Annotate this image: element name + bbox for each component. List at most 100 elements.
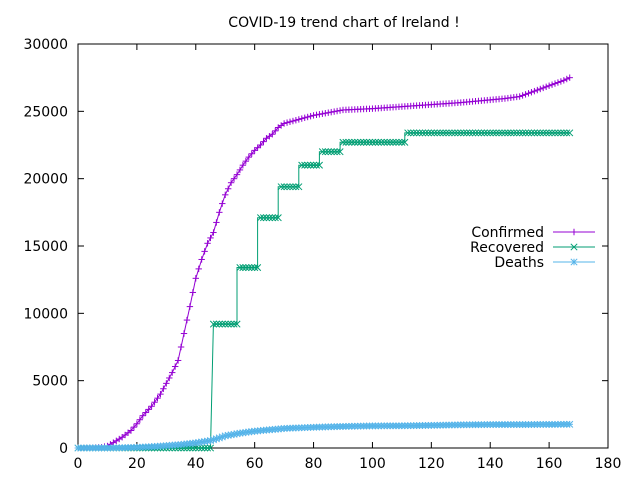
data-point-confirmed bbox=[189, 289, 197, 296]
data-point-recovered bbox=[551, 129, 559, 137]
legend-marker-confirmed bbox=[570, 228, 578, 236]
data-point-confirmed bbox=[227, 179, 235, 186]
data-point-confirmed bbox=[528, 89, 535, 96]
data-point-recovered bbox=[330, 148, 338, 156]
data-point-recovered bbox=[310, 161, 318, 169]
data-point-confirmed bbox=[186, 303, 194, 310]
data-point-recovered bbox=[516, 129, 524, 137]
data-point-recovered bbox=[365, 138, 374, 146]
chart-title: COVID-19 trend chart of Ireland ! bbox=[228, 15, 459, 31]
data-point-recovered bbox=[277, 183, 285, 191]
y-tick-label: 10000 bbox=[23, 306, 68, 322]
x-tick-label: 80 bbox=[305, 456, 323, 472]
data-point-recovered bbox=[510, 129, 518, 137]
data-point-recovered bbox=[539, 129, 547, 137]
data-point-confirmed bbox=[180, 330, 188, 337]
data-point-confirmed bbox=[286, 118, 294, 126]
x-tick-label: 140 bbox=[477, 456, 504, 472]
data-point-confirmed bbox=[330, 108, 338, 115]
data-point-recovered bbox=[327, 148, 335, 156]
data-point-confirmed bbox=[245, 153, 252, 161]
data-point-recovered bbox=[230, 320, 238, 328]
data-point-recovered bbox=[536, 129, 544, 137]
data-point-recovered bbox=[413, 129, 421, 137]
data-point-recovered bbox=[218, 320, 226, 328]
data-point-recovered bbox=[342, 138, 350, 146]
data-point-confirmed bbox=[142, 409, 149, 416]
data-point-recovered bbox=[395, 138, 403, 146]
data-point-recovered bbox=[215, 320, 223, 328]
series-plot-area bbox=[74, 74, 574, 452]
data-point-confirmed bbox=[257, 141, 264, 149]
data-point-recovered bbox=[357, 138, 365, 146]
data-point-recovered bbox=[248, 263, 256, 272]
data-point-recovered bbox=[304, 161, 312, 169]
data-point-confirmed bbox=[537, 85, 544, 93]
data-point-confirmed bbox=[333, 107, 341, 115]
data-point-confirmed bbox=[201, 248, 208, 255]
data-point-recovered bbox=[427, 129, 435, 137]
series-line-recovered bbox=[78, 132, 570, 449]
data-point-confirmed bbox=[525, 90, 532, 97]
data-point-confirmed bbox=[239, 162, 247, 169]
series-recovered bbox=[74, 129, 574, 452]
data-point-recovered bbox=[312, 161, 321, 169]
data-point-recovered bbox=[354, 138, 362, 146]
data-point-confirmed bbox=[304, 113, 311, 121]
data-point-recovered bbox=[492, 129, 500, 137]
data-point-confirmed bbox=[230, 175, 238, 182]
data-point-recovered bbox=[315, 161, 323, 169]
data-point-confirmed bbox=[557, 78, 565, 85]
data-point-confirmed bbox=[210, 229, 217, 236]
data-point-recovered bbox=[195, 444, 203, 452]
data-point-confirmed bbox=[171, 363, 179, 370]
data-point-confirmed bbox=[248, 150, 255, 157]
data-point-recovered bbox=[192, 444, 200, 452]
data-point-recovered bbox=[463, 129, 471, 137]
data-point-confirmed bbox=[554, 79, 562, 86]
data-point-confirmed bbox=[307, 112, 314, 120]
data-point-confirmed bbox=[222, 191, 229, 199]
data-point-recovered bbox=[209, 320, 217, 328]
data-point-recovered bbox=[371, 138, 379, 146]
x-tick-label: 20 bbox=[128, 456, 146, 472]
legend-label-confirmed: Confirmed bbox=[471, 225, 544, 241]
y-tick-label: 30000 bbox=[23, 37, 68, 53]
data-point-recovered bbox=[404, 129, 412, 137]
data-point-confirmed bbox=[177, 343, 185, 351]
data-point-confirmed bbox=[540, 84, 547, 92]
data-point-recovered bbox=[407, 129, 415, 137]
data-point-recovered bbox=[221, 320, 229, 328]
axes: 0 20 40 60 80 100 120 140 160 180 0 5000 10000 15000 2… bbox=[23, 37, 621, 472]
data-point-recovered bbox=[548, 129, 556, 137]
data-point-recovered bbox=[418, 129, 427, 137]
data-point-confirmed bbox=[310, 112, 317, 119]
data-point-recovered bbox=[301, 161, 309, 169]
data-point-confirmed bbox=[560, 77, 568, 84]
data-point-recovered bbox=[245, 263, 253, 272]
data-point-confirmed bbox=[154, 394, 161, 402]
data-point-recovered bbox=[519, 129, 527, 137]
data-point-recovered bbox=[507, 129, 515, 137]
x-tick-label: 0 bbox=[74, 456, 83, 472]
data-point-recovered bbox=[474, 129, 482, 137]
data-point-recovered bbox=[254, 263, 262, 272]
data-point-recovered bbox=[201, 444, 209, 452]
data-point-confirmed bbox=[522, 91, 529, 98]
data-point-recovered bbox=[542, 129, 550, 137]
data-point-recovered bbox=[351, 138, 359, 146]
data-point-recovered bbox=[321, 148, 329, 156]
data-point-recovered bbox=[489, 129, 497, 137]
data-point-confirmed bbox=[160, 385, 167, 392]
data-point-confirmed bbox=[269, 131, 276, 138]
data-point-confirmed bbox=[127, 427, 135, 434]
data-point-deaths bbox=[566, 420, 574, 428]
data-point-confirmed bbox=[192, 275, 199, 282]
series-deaths bbox=[74, 420, 574, 452]
data-point-recovered bbox=[498, 129, 506, 137]
data-point-confirmed bbox=[260, 138, 267, 145]
data-point-recovered bbox=[292, 183, 300, 191]
data-point-confirmed bbox=[272, 127, 279, 135]
data-point-recovered bbox=[386, 138, 394, 146]
